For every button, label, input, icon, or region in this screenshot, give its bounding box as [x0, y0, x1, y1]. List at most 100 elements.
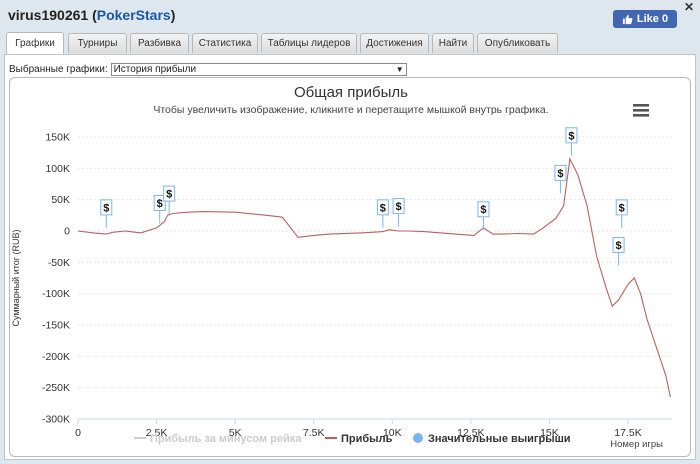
legend-label: Прибыль: [341, 433, 393, 445]
profit-series: [77, 157, 671, 398]
legend-item-profit[interactable]: Прибыль: [325, 433, 393, 445]
big-win-flag[interactable]: $: [100, 199, 113, 228]
x-axis-label: Номер игры: [610, 439, 663, 450]
chart-subtitle: Чтобы увеличить изображение, кликните и …: [153, 104, 548, 116]
graph-select-row: Выбранные графики: История прибыли ▼: [9, 63, 407, 76]
tab-bar: Графики Турниры Разбивка Статистика Табл…: [6, 32, 696, 55]
flag-label: $: [166, 189, 172, 201]
tab-label: Достижения: [366, 38, 423, 49]
y-tick-label: -100K: [42, 288, 70, 300]
flag-box: [612, 236, 625, 253]
y-tick-label: 100K: [45, 163, 70, 175]
flag-label: $: [619, 202, 625, 214]
x-axis-ticks: 0 2.5K 5K 7.5K 10K 12.5K 15K 17.5K: [75, 418, 672, 439]
big-win-flag[interactable]: $: [392, 198, 405, 227]
flag-box: [565, 127, 578, 144]
flag-label: $: [616, 240, 622, 252]
y-tick-label: 150K: [45, 132, 70, 144]
x-tick-label: 17.5K: [614, 427, 641, 439]
tab-label: Статистика: [198, 38, 252, 49]
tab-graphs[interactable]: Графики: [6, 32, 64, 54]
profit-chart[interactable]: Общая прибыль Чтобы увеличить изображени…: [10, 78, 691, 457]
tab-label: Таблицы лидеров: [267, 38, 351, 49]
x-tick-label: 10K: [383, 427, 402, 439]
legend-item-net-profit[interactable]: Прибыль за минусом рейка: [134, 433, 302, 445]
flag-label: $: [396, 201, 402, 213]
big-win-flag[interactable]: $: [163, 185, 176, 215]
y-tick-label: -150K: [42, 320, 70, 332]
flag-box: [153, 194, 166, 211]
legend-label: Значительные выигрыши: [428, 433, 571, 445]
like-label: Like 0: [636, 13, 669, 25]
site-name: PokerStars: [96, 7, 171, 23]
x-tick-label: 2.5K: [146, 427, 168, 439]
y-tick-label: 50K: [51, 194, 70, 206]
flag-label: $: [557, 168, 563, 180]
tab-tournaments[interactable]: Турниры: [68, 33, 127, 53]
title-open-paren: (: [92, 7, 97, 23]
x-tick-label: 12.5K: [457, 427, 484, 439]
tab-label: Графики: [15, 38, 55, 49]
y-tick-label: -200K: [42, 351, 70, 363]
tab-breakdown[interactable]: Разбивка: [130, 33, 189, 53]
tab-label: Найти: [438, 38, 468, 49]
chart-title: Общая прибыль: [294, 84, 408, 101]
flag-box: [100, 199, 113, 216]
close-icon[interactable]: ✕: [683, 0, 694, 14]
tab-label: Турниры: [77, 38, 118, 49]
legend-swatch: [413, 433, 423, 443]
flag-label: $: [103, 202, 109, 214]
flag-box: [376, 199, 389, 216]
flag-label: $: [380, 202, 386, 214]
flag-box: [392, 198, 405, 215]
y-tick-label: 0: [64, 226, 70, 238]
title-close-paren: ): [170, 7, 176, 23]
tab-statistics[interactable]: Статистика: [192, 33, 258, 53]
flag-box: [477, 201, 490, 218]
big-wins-markers: $ $$$ $ $$$$$: [100, 127, 628, 266]
x-tick-label: 7.5K: [303, 427, 325, 439]
tab-search[interactable]: Найти: [432, 33, 474, 53]
title-bar: virus190261 (PokerStars) ✕ Like 0: [0, 0, 700, 32]
graphs-panel: Выбранные графики: История прибыли ▼ Общ…: [4, 54, 696, 460]
chart-menu-icon[interactable]: [633, 104, 649, 117]
x-tick-label: 15K: [540, 427, 559, 439]
y-tick-label: -250K: [42, 382, 70, 394]
tab-label: Опубликовать: [484, 38, 551, 49]
window-title: virus190261 (PokerStars): [8, 7, 175, 23]
flag-label: $: [568, 130, 574, 142]
graph-select-value: История прибыли: [113, 64, 197, 75]
profit-line: [77, 157, 671, 398]
tab-label: Разбивка: [137, 38, 182, 49]
chart-grid: [78, 136, 672, 420]
profit-chart-frame[interactable]: Общая прибыль Чтобы увеличить изображени…: [9, 77, 691, 457]
graph-select[interactable]: История прибыли ▼: [110, 63, 407, 76]
flag-box: [554, 164, 567, 181]
facebook-like-button[interactable]: Like 0: [613, 10, 677, 28]
legend-label: Прибыль за минусом рейка: [150, 433, 302, 445]
big-win-flag[interactable]: $: [376, 199, 389, 228]
flag-box: [615, 199, 628, 216]
big-win-flag[interactable]: $: [615, 199, 628, 228]
big-win-flag[interactable]: $: [554, 164, 567, 194]
y-tick-label: -50K: [48, 257, 70, 269]
x-tick-label: 5K: [229, 427, 242, 439]
y-axis-label: Суммарный итог (RUB): [11, 229, 21, 326]
tab-leaderboards[interactable]: Таблицы лидеров: [261, 33, 357, 53]
flag-box: [163, 185, 176, 202]
big-win-flag[interactable]: $: [565, 127, 578, 156]
big-win-flag[interactable]: $: [612, 236, 625, 266]
y-tick-label: -300K: [42, 414, 70, 426]
big-win-flag[interactable]: $: [153, 194, 166, 224]
flag-label: $: [480, 204, 486, 216]
graph-select-label: Выбранные графики:: [9, 64, 108, 75]
player-name: virus190261: [8, 7, 89, 23]
tab-publish[interactable]: Опубликовать: [477, 33, 558, 53]
y-axis-ticks: 150K 100K 50K 0 -50K -100K -150K -200K -250K -300…: [42, 132, 70, 426]
legend-item-big-wins[interactable]: Значительные выигрыши: [413, 433, 571, 445]
chevron-down-icon: ▼: [395, 65, 404, 74]
tab-achievements[interactable]: Достижения: [360, 33, 429, 53]
chart-legend: Прибыль за минусом рейка Прибыль Значитель…: [134, 433, 571, 445]
big-win-flag[interactable]: $: [477, 201, 490, 230]
x-tick-label: 0: [75, 427, 81, 439]
